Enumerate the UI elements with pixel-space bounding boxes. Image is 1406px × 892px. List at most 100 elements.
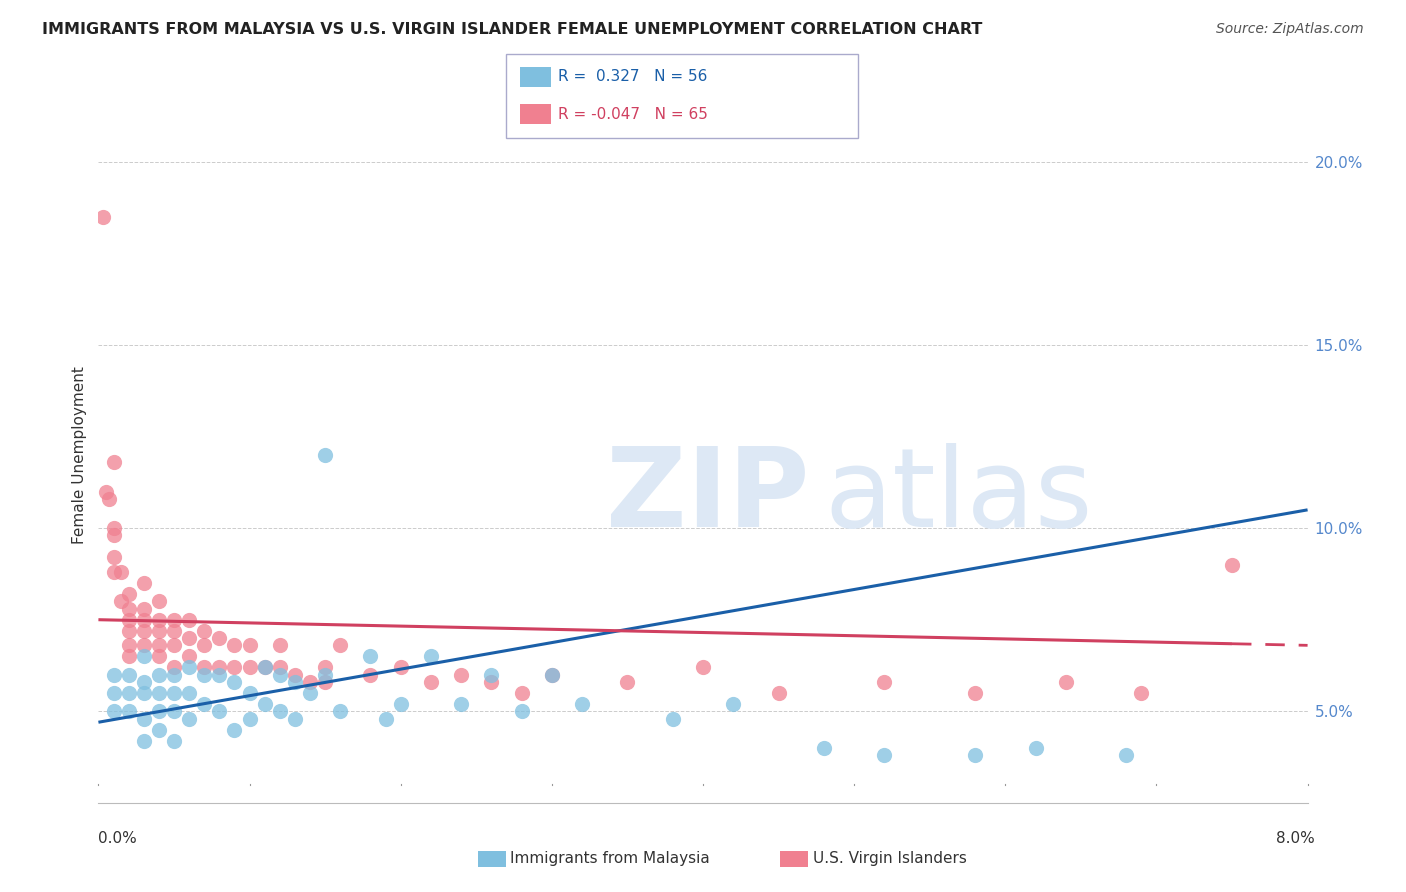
Point	[253, 697, 276, 711]
Point	[269, 638, 291, 652]
Point	[148, 667, 170, 681]
Point	[132, 733, 155, 747]
Point	[541, 667, 564, 681]
Point	[329, 638, 352, 652]
Point	[965, 748, 987, 763]
Point	[163, 667, 186, 681]
Point	[510, 686, 533, 700]
Point	[163, 613, 186, 627]
Point	[148, 649, 170, 664]
Point	[314, 448, 336, 462]
Point	[179, 712, 201, 726]
Text: U.S. Virgin Islanders: U.S. Virgin Islanders	[813, 852, 966, 866]
Point	[148, 723, 170, 737]
Point	[284, 712, 307, 726]
Point	[208, 667, 231, 681]
Point	[269, 667, 291, 681]
Point	[541, 667, 564, 681]
Point	[360, 667, 382, 681]
Point	[103, 686, 125, 700]
Point	[132, 675, 155, 690]
Point	[208, 660, 231, 674]
Point	[965, 686, 987, 700]
Text: atlas: atlas	[824, 443, 1092, 550]
Text: 0.0%: 0.0%	[98, 831, 138, 846]
Point	[91, 210, 114, 224]
Point	[269, 660, 291, 674]
Point	[571, 697, 593, 711]
Point	[118, 624, 141, 638]
Point	[103, 704, 125, 718]
Point	[873, 748, 896, 763]
Point	[179, 686, 201, 700]
Point	[1025, 740, 1047, 755]
Point	[420, 675, 443, 690]
Point	[420, 649, 443, 664]
Point	[692, 660, 714, 674]
Point	[193, 624, 215, 638]
Point	[616, 675, 638, 690]
Point	[118, 686, 141, 700]
Point	[110, 565, 132, 579]
Point	[481, 675, 503, 690]
Point	[329, 704, 352, 718]
Point	[163, 638, 186, 652]
Point	[208, 631, 231, 645]
Point	[1220, 558, 1243, 572]
Point	[1115, 748, 1137, 763]
Point	[179, 660, 201, 674]
Text: IMMIGRANTS FROM MALAYSIA VS U.S. VIRGIN ISLANDER FEMALE UNEMPLOYMENT CORRELATION: IMMIGRANTS FROM MALAYSIA VS U.S. VIRGIN …	[42, 22, 983, 37]
Text: R =  0.327   N = 56: R = 0.327 N = 56	[558, 70, 707, 84]
Text: 8.0%: 8.0%	[1275, 831, 1315, 846]
Point	[768, 686, 790, 700]
Point	[103, 550, 125, 565]
Point	[314, 675, 336, 690]
Point	[132, 712, 155, 726]
Point	[103, 521, 125, 535]
Point	[450, 667, 472, 681]
Point	[148, 686, 170, 700]
Point	[132, 601, 155, 615]
Text: Immigrants from Malaysia: Immigrants from Malaysia	[510, 852, 710, 866]
Point	[132, 686, 155, 700]
Point	[179, 649, 201, 664]
Point	[103, 667, 125, 681]
Y-axis label: Female Unemployment: Female Unemployment	[72, 366, 87, 544]
Point	[450, 697, 472, 711]
Point	[1130, 686, 1153, 700]
Point	[193, 667, 215, 681]
Point	[163, 686, 186, 700]
Point	[284, 675, 307, 690]
Point	[179, 631, 201, 645]
Point	[193, 697, 215, 711]
Point	[239, 638, 262, 652]
Point	[118, 649, 141, 664]
Point	[1054, 675, 1077, 690]
Point	[269, 704, 291, 718]
Point	[148, 594, 170, 608]
Point	[360, 649, 382, 664]
Point	[314, 660, 336, 674]
Text: ZIP: ZIP	[606, 443, 810, 550]
Point	[284, 667, 307, 681]
Point	[163, 624, 186, 638]
Point	[103, 455, 125, 469]
Point	[389, 697, 412, 711]
Point	[662, 712, 685, 726]
Point	[118, 613, 141, 627]
Point	[481, 667, 503, 681]
Point	[94, 484, 117, 499]
Point	[118, 667, 141, 681]
Point	[253, 660, 276, 674]
Point	[163, 704, 186, 718]
Point	[239, 660, 262, 674]
Point	[314, 667, 336, 681]
Point	[98, 491, 121, 506]
Point	[224, 675, 246, 690]
Point	[163, 660, 186, 674]
Point	[510, 704, 533, 718]
Point	[253, 660, 276, 674]
Point	[132, 613, 155, 627]
Point	[239, 712, 262, 726]
Point	[132, 638, 155, 652]
